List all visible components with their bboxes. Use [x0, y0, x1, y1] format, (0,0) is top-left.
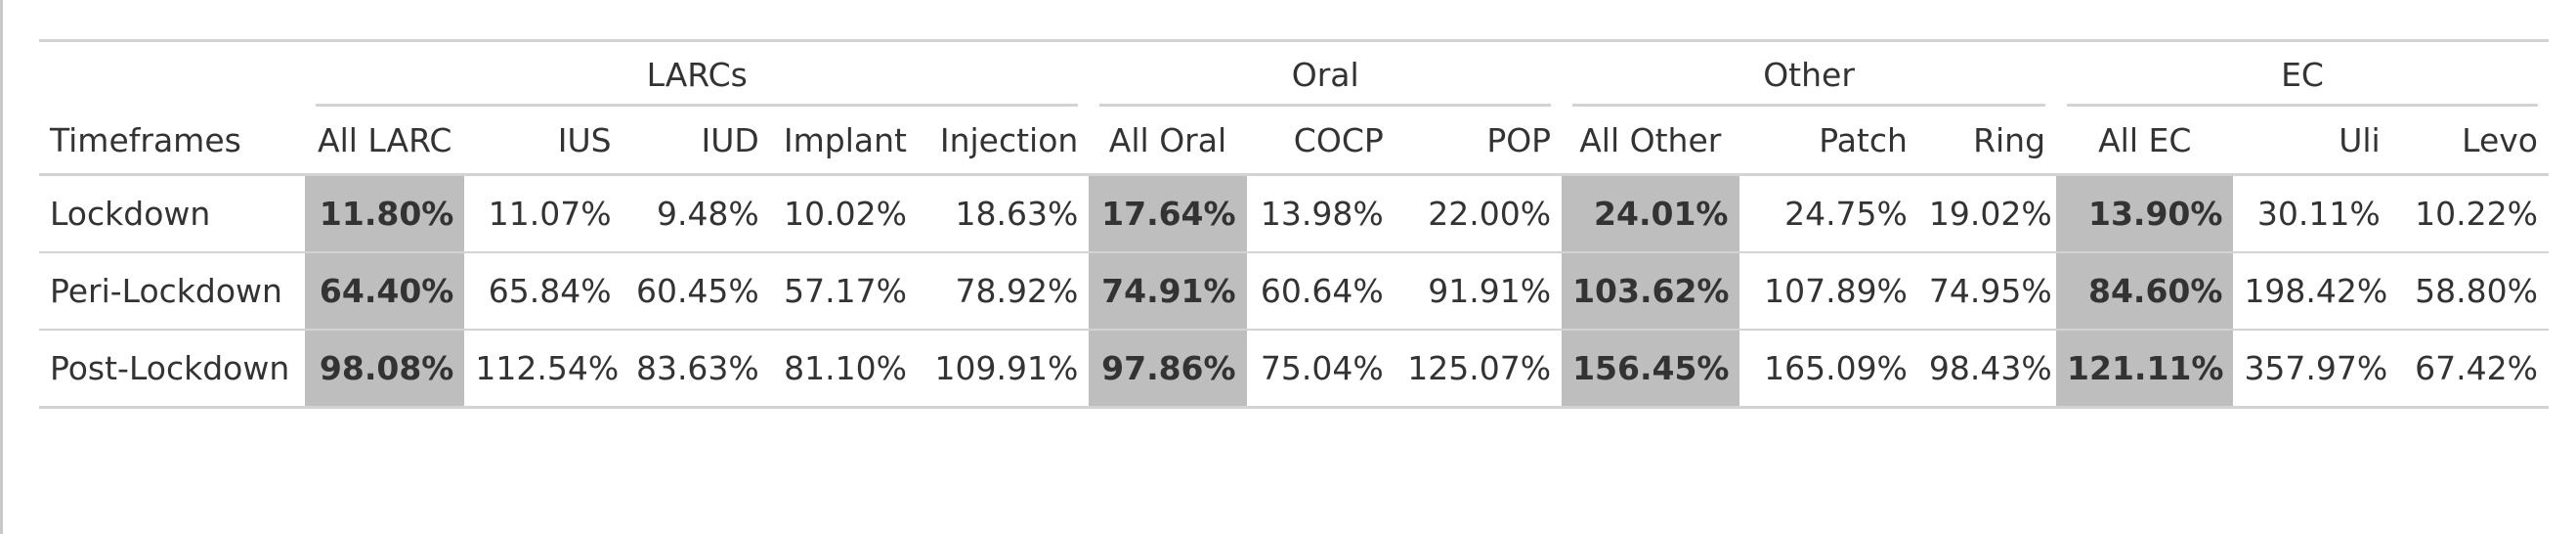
- table-cell: 57.17%: [769, 251, 918, 330]
- table-cell: 60.45%: [622, 251, 770, 330]
- column-header-ring: Ring: [1917, 107, 2057, 176]
- table-cell: 64.40%: [305, 251, 465, 330]
- table-cell: 156.45%: [1562, 329, 1739, 408]
- column-header-injection: Injection: [917, 107, 1090, 176]
- table-cell: 121.11%: [2056, 329, 2234, 408]
- table-cell: 24.75%: [1784, 195, 1908, 233]
- table-cell: 97.86%: [1089, 329, 1247, 408]
- table-cell: 198.42%: [2233, 251, 2391, 330]
- table-row: Peri-Lockdown 64.40% 65.84% 60.45% 57.17…: [39, 251, 2549, 330]
- table-cell: 84.60%: [2056, 251, 2234, 330]
- table-cell: 81.10%: [769, 329, 918, 408]
- table-cell: 18.63%: [955, 195, 1079, 233]
- spanner-empty: [39, 41, 305, 108]
- table-cell: 112.54%: [464, 329, 623, 408]
- table-cell: 13.90%: [2056, 174, 2234, 252]
- table-cell: 60.64%: [1246, 251, 1395, 330]
- table-cell: 107.89%: [1739, 251, 1918, 330]
- table-cell: 78.92%: [917, 251, 1090, 330]
- row-label: Lockdown: [50, 195, 211, 233]
- column-header-uli: Uli: [2233, 107, 2391, 176]
- table-cell: 75.04%: [1246, 329, 1395, 408]
- spanner-oral: Oral: [1089, 41, 1562, 107]
- column-header-all-ec: All EC: [2056, 107, 2234, 176]
- column-header-timeframes: Timeframes: [39, 107, 306, 176]
- table-row: Post-Lockdown 98.08% 112.54% 83.63% 81.1…: [39, 329, 2549, 408]
- table-cell: 357.97%: [2233, 329, 2391, 408]
- table-cell: 11.80%: [305, 174, 465, 252]
- table-cell: 98.43%: [1917, 329, 2057, 408]
- table-cell: 9.48%: [656, 195, 759, 233]
- table-cell: 98.08%: [305, 329, 465, 408]
- column-header-pop: POP: [1394, 107, 1563, 176]
- column-header-implant: Implant: [769, 107, 918, 176]
- table-cell: 19.02%: [1928, 195, 2052, 233]
- column-header-row: Timeframes All LARC IUS IUD Implant Inje…: [39, 107, 2549, 176]
- table-cell: 125.07%: [1394, 329, 1563, 408]
- table-cell: 13.98%: [1260, 195, 1384, 233]
- table-cell: 103.62%: [1562, 251, 1739, 330]
- row-label: Peri-Lockdown: [39, 251, 306, 330]
- table-cell: 83.63%: [622, 329, 770, 408]
- table-cell: 74.91%: [1089, 251, 1247, 330]
- window-left-edge: [0, 0, 3, 534]
- table-cell: 24.01%: [1562, 174, 1739, 252]
- table-cell: 17.64%: [1089, 174, 1247, 252]
- spanner-other: Other: [1562, 41, 2056, 107]
- spanner-label: LARCs: [316, 56, 1079, 107]
- column-header-all-oral: All Oral: [1089, 107, 1247, 176]
- column-header-ius: IUS: [464, 107, 623, 176]
- spanner-label: EC: [2067, 56, 2538, 107]
- table-cell: 65.84%: [464, 251, 623, 330]
- table-cell: 165.09%: [1739, 329, 1918, 408]
- table-cell: 74.95%: [1917, 251, 2057, 330]
- table-cell: 30.11%: [2256, 195, 2381, 233]
- results-table: LARCs Oral Other EC Timeframes All LARC …: [39, 39, 2549, 409]
- spanner-row: LARCs Oral Other EC: [39, 41, 2549, 108]
- table-cell: 22.00%: [1428, 195, 1552, 233]
- column-header-all-other: All Other: [1562, 107, 1739, 176]
- column-header-patch: Patch: [1739, 107, 1918, 176]
- table-cell: 10.22%: [2415, 195, 2538, 233]
- column-header-cocp: COCP: [1246, 107, 1395, 176]
- table-cell: 58.80%: [2390, 251, 2549, 330]
- table-cell: 109.91%: [917, 329, 1090, 408]
- spanner-label: Other: [1572, 56, 2046, 107]
- table-cell: 67.42%: [2390, 329, 2549, 408]
- column-header-levo: Levo: [2390, 107, 2549, 176]
- table-cell: 11.07%: [488, 195, 612, 233]
- spanner-larcs: LARCs: [305, 41, 1089, 107]
- spanner-ec: EC: [2056, 41, 2549, 107]
- table-cell: 10.02%: [784, 195, 907, 233]
- column-header-all-larc: All LARC: [305, 107, 465, 176]
- spanner-label: Oral: [1099, 56, 1552, 107]
- table-row: Lockdown 11.80% 11.07% 9.48% 10.02% 18.6…: [39, 174, 2549, 252]
- row-label: Post-Lockdown: [39, 329, 306, 408]
- column-header-iud: IUD: [622, 107, 770, 176]
- table-cell: 91.91%: [1394, 251, 1563, 330]
